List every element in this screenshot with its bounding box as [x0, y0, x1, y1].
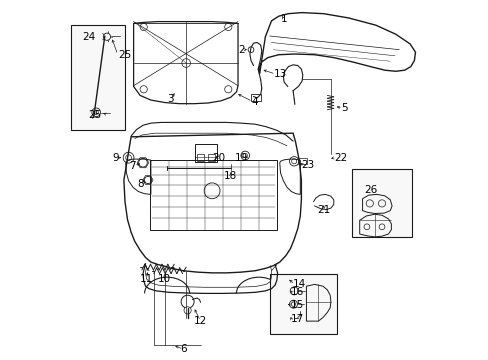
Bar [207, 154, 215, 161]
Text: 2: 2 [237, 45, 244, 55]
Text: 15: 15 [291, 300, 304, 310]
Text: 6: 6 [180, 344, 186, 354]
Text: 13: 13 [273, 69, 286, 79]
Text: 25: 25 [88, 110, 101, 120]
Bar [71, 25, 125, 130]
Text: 4: 4 [250, 96, 257, 107]
Text: 8: 8 [137, 179, 143, 189]
Bar [270, 274, 337, 334]
Text: 17: 17 [291, 314, 304, 324]
Text: 10: 10 [158, 274, 171, 284]
Text: 21: 21 [316, 204, 330, 215]
Bar [197, 154, 204, 161]
Bar [352, 169, 411, 237]
Text: 16: 16 [291, 287, 304, 297]
Text: 23: 23 [301, 160, 314, 170]
Text: 25: 25 [118, 50, 131, 60]
Bar [250, 94, 261, 101]
Text: 9: 9 [112, 153, 119, 163]
Text: 18: 18 [224, 171, 237, 181]
Text: 5: 5 [340, 103, 347, 113]
Text: 26: 26 [364, 185, 377, 195]
Text: 12: 12 [194, 316, 207, 326]
Text: 1: 1 [280, 14, 287, 24]
Bar [150, 160, 276, 230]
Circle shape [183, 307, 191, 314]
Text: 14: 14 [292, 279, 305, 289]
Text: 24: 24 [82, 32, 96, 42]
Text: 20: 20 [212, 153, 225, 163]
Text: 22: 22 [333, 153, 346, 163]
Text: 19: 19 [234, 153, 247, 163]
Text: 7: 7 [129, 161, 136, 171]
Text: 11: 11 [140, 274, 153, 284]
Bar [297, 158, 306, 164]
Bar [194, 144, 217, 162]
Text: 3: 3 [167, 94, 174, 104]
